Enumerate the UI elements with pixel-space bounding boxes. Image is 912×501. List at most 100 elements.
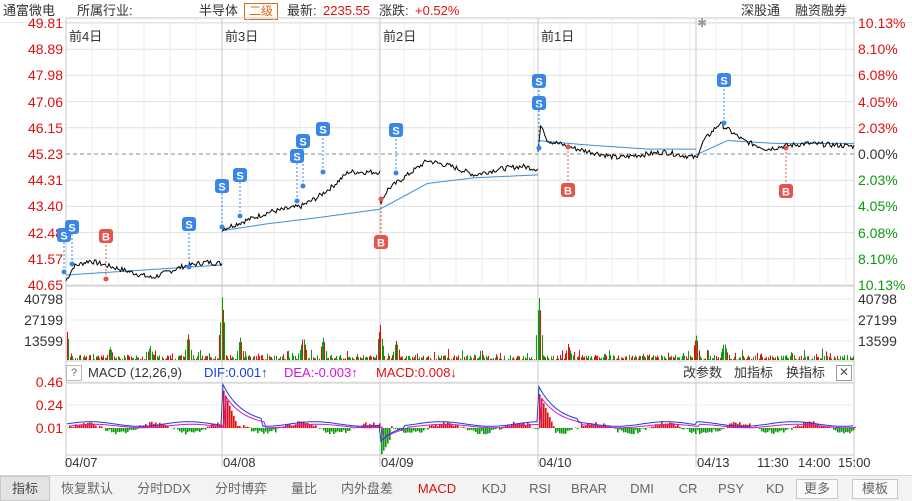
volume-bar: [357, 354, 358, 360]
close-icon[interactable]: ✕: [836, 365, 852, 381]
tab-0[interactable]: 指标: [0, 476, 50, 501]
volume-bar: [762, 357, 763, 360]
macd-bar: [269, 428, 271, 431]
volume-bar: [574, 352, 575, 360]
macd-bar: [311, 425, 313, 428]
volume-bar: [348, 357, 349, 360]
tab-7[interactable]: KDJ: [472, 476, 516, 501]
volume-bar: [677, 357, 678, 360]
volume-bar: [457, 357, 458, 360]
volume-bar: [644, 356, 645, 360]
tab-10[interactable]: DMI: [618, 476, 666, 501]
volume-bar: [217, 359, 218, 360]
volume-bar: [339, 356, 340, 360]
volume-bar: [492, 359, 493, 360]
volume-bar: [257, 359, 258, 360]
volume-bar: [804, 350, 805, 360]
volume-bar: [269, 356, 270, 360]
macd-bar: [309, 425, 311, 428]
volume-bar: [590, 358, 591, 360]
volume-bar: [606, 356, 607, 360]
macd-bar: [835, 428, 837, 430]
edit-params-button[interactable]: 改参数: [683, 362, 722, 383]
volume-bar: [436, 359, 437, 360]
macd-bar: [787, 428, 789, 429]
tab-14[interactable]: 更多: [796, 479, 838, 499]
macd-bar: [407, 428, 409, 432]
volume-bar: [824, 356, 825, 360]
macd-bar: [501, 428, 503, 429]
volume-bar: [584, 357, 585, 360]
help-button[interactable]: ?: [66, 365, 82, 381]
volume-bar: [647, 355, 648, 360]
add-indicator-button[interactable]: 加指标: [734, 362, 773, 383]
volume-bar: [439, 358, 440, 360]
switch-indicator-button[interactable]: 换指标: [786, 362, 825, 383]
tab-2[interactable]: 分时DDX: [126, 476, 202, 501]
tab-5[interactable]: 内外盘差: [330, 476, 404, 501]
volume-bar: [373, 356, 374, 360]
volume-bar: [591, 356, 592, 360]
volume-bar: [713, 358, 714, 360]
volume-bar: [106, 358, 107, 360]
date-label: 04/09: [381, 455, 414, 470]
volume-bar: [196, 359, 197, 360]
volume-bar: [847, 355, 848, 360]
sell-marker-label: S: [218, 182, 225, 194]
tab-15[interactable]: 模板: [852, 479, 898, 499]
volume-bar: [129, 357, 130, 360]
volume-bar: [594, 357, 595, 360]
macd-bar: [113, 428, 115, 432]
tab-12[interactable]: PSY: [708, 476, 754, 501]
macd-bar: [331, 428, 333, 432]
tab-9[interactable]: BRAR: [562, 476, 616, 501]
volume-bar: [768, 357, 769, 360]
macd-bar: [661, 422, 663, 428]
volume-bar: [552, 359, 553, 360]
tab-11[interactable]: CR: [670, 476, 706, 501]
volume-bar: [246, 356, 247, 360]
volume-bar: [695, 341, 696, 360]
sell-marker-label: S: [392, 126, 399, 138]
volume-bar: [396, 341, 397, 360]
macd-bar: [125, 428, 127, 433]
volume-bar: [687, 359, 688, 360]
volume-bar: [154, 355, 155, 360]
macd-bar: [237, 426, 239, 428]
volume-bar: [239, 342, 240, 360]
macd-bar: [781, 428, 783, 430]
macd-bar: [815, 424, 817, 428]
macd-bar: [413, 428, 415, 431]
tab-1[interactable]: 恢复默认: [50, 476, 124, 501]
volume-bar: [279, 358, 280, 360]
tab-13[interactable]: KD: [756, 476, 794, 501]
volume-bar: [464, 357, 465, 360]
tab-3[interactable]: 分时博弈: [204, 476, 278, 501]
tab-4[interactable]: 量比: [280, 476, 328, 501]
volume-bar: [172, 353, 173, 360]
volume-bar: [124, 355, 125, 360]
tab-6[interactable]: MACD: [406, 476, 468, 501]
volume-bar: [189, 340, 190, 360]
volume-bar: [618, 356, 619, 360]
macd-bar: [105, 428, 107, 431]
volume-bar: [722, 348, 723, 360]
volume-bar: [638, 358, 639, 360]
macd-bar: [833, 428, 835, 430]
volume-bar: [224, 322, 225, 360]
volume-bar: [543, 355, 544, 360]
date-label: 04/13: [697, 455, 730, 470]
sell-marker-label: S: [319, 125, 326, 137]
volume-bar: [675, 355, 676, 360]
tab-8[interactable]: RSI: [520, 476, 560, 501]
volume-bar: [821, 359, 822, 360]
date-label: 04/10: [539, 455, 572, 470]
macd-bar: [679, 427, 681, 428]
volume-bar: [501, 359, 502, 360]
volume-bar: [347, 351, 348, 360]
sell-marker-label: S: [299, 137, 306, 149]
volume-bar: [617, 358, 618, 360]
volume-bar: [419, 357, 420, 360]
volume-bar: [223, 310, 224, 360]
